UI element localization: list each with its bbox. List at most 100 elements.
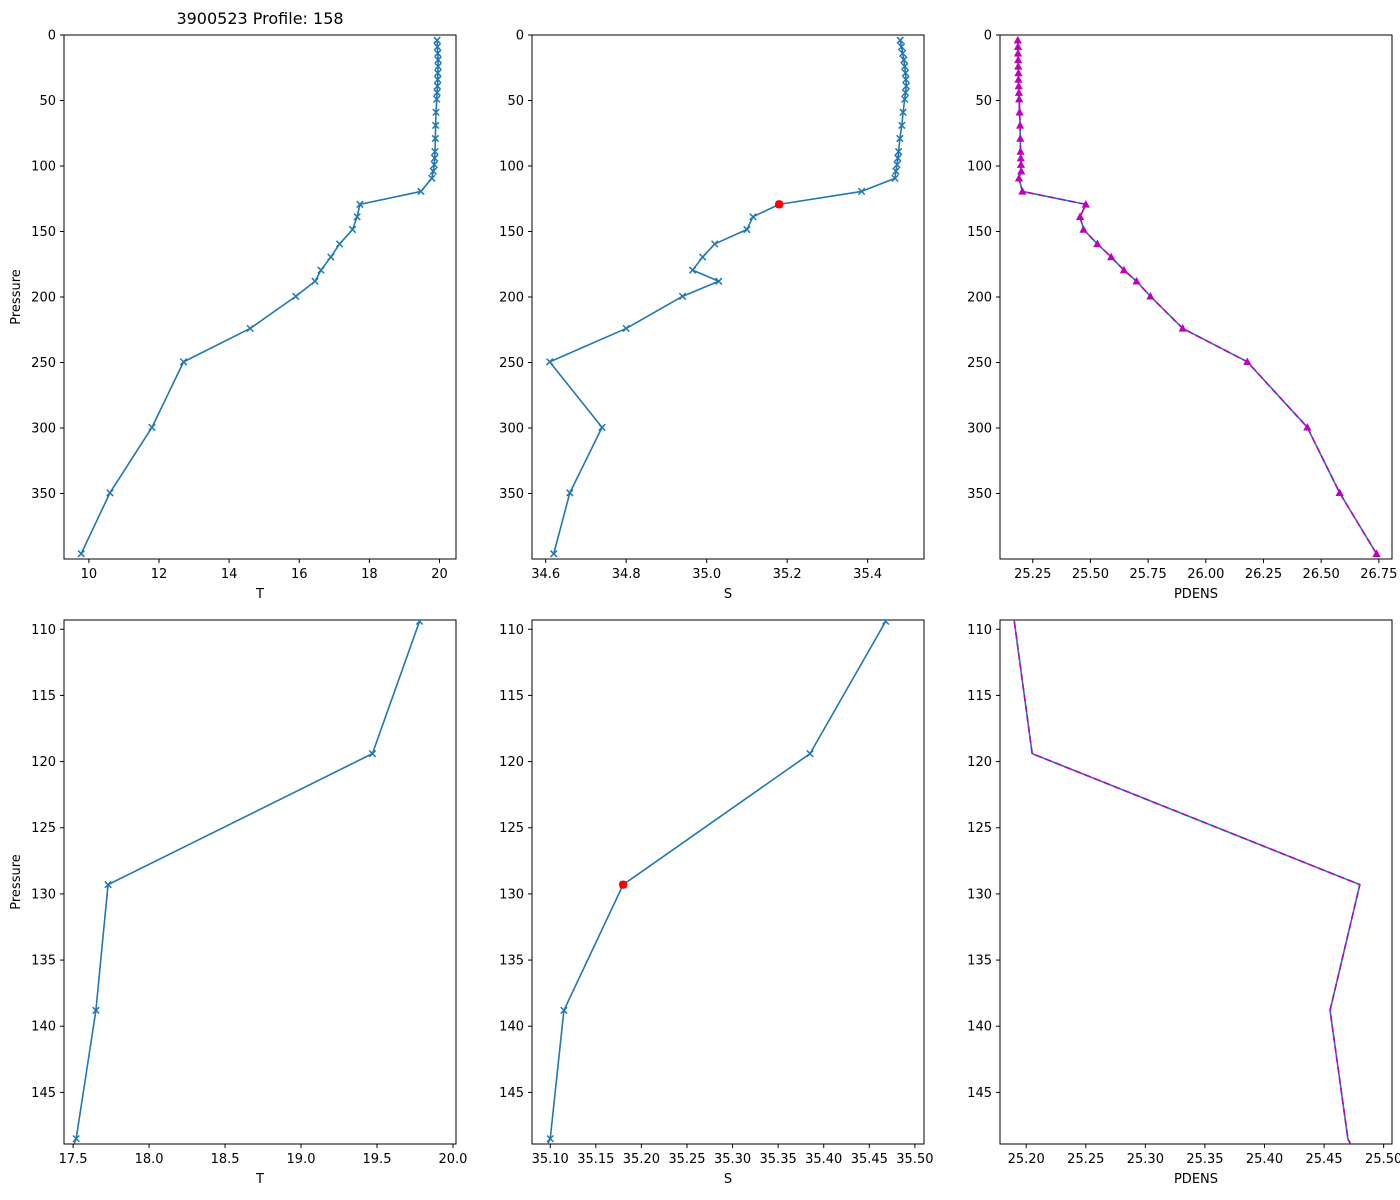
x-marker (545, 358, 554, 366)
triangle-marker (1013, 48, 1023, 57)
svg-text:150: 150 (31, 225, 56, 240)
x-marker (749, 213, 757, 221)
svg-text:200: 200 (499, 291, 524, 306)
triangle-marker (1335, 488, 1344, 497)
panel-S-full: 34.6 34.8 35.0 35.2 35.4 0 50 100 150 200 250 300 35… (499, 29, 925, 602)
svg-text:35.35: 35.35 (760, 1152, 797, 1167)
x-tick-labels: 34.6 34.8 35.0 35.2 35.4 (531, 559, 882, 582)
x-marker (104, 880, 112, 889)
plot-area-S-full (545, 36, 911, 558)
x-axis-label: S (724, 1172, 732, 1187)
svg-text:20: 20 (431, 567, 448, 582)
x-marker (896, 36, 904, 44)
x-marker (106, 489, 114, 497)
svg-text:35.50: 35.50 (896, 1152, 933, 1167)
svg-text:19.0: 19.0 (287, 1152, 316, 1167)
svg-text:35.4: 35.4 (853, 567, 882, 582)
triangle-marker (1132, 276, 1141, 285)
x-marker (92, 1006, 100, 1015)
svg-text:35.25: 35.25 (668, 1152, 705, 1167)
y-tick-labels: 110 115 120 125 130 135 140 145 (31, 623, 64, 1101)
svg-text:130: 130 (499, 887, 524, 902)
svg-text:125: 125 (31, 821, 56, 836)
x-marker (415, 620, 424, 626)
y-axis-label: Pressure (9, 269, 24, 325)
series-T (73, 620, 421, 1144)
x-marker (72, 1134, 80, 1143)
x-marker (427, 481, 433, 487)
svg-text:135: 135 (967, 954, 992, 969)
panel-T-zoom: 17.5 18.0 18.5 19.0 19.5 20.01101151201251301… (9, 348, 467, 1187)
triangle-marker (1178, 324, 1187, 332)
x-marker (430, 348, 436, 354)
x-marker (896, 134, 904, 143)
svg-text:110: 110 (499, 623, 524, 638)
triangle-marker (1014, 81, 1023, 90)
svg-text:26.50: 26.50 (1303, 567, 1340, 582)
svg-text:50: 50 (975, 94, 992, 109)
svg-text:140: 140 (31, 1020, 56, 1035)
svg-text:25.75: 25.75 (1130, 567, 1167, 582)
y-tick-labels: 0 50 100 150 200 250 300 350 (31, 29, 64, 502)
x-marker (430, 154, 439, 162)
svg-text:300: 300 (967, 422, 992, 437)
x-marker (900, 62, 909, 71)
svg-text:140: 140 (967, 1020, 992, 1035)
svg-text:115: 115 (31, 689, 56, 704)
x-marker (311, 277, 319, 286)
triangle-marker (1303, 422, 1312, 431)
svg-text:25.50: 25.50 (1365, 1152, 1400, 1167)
x-marker (356, 200, 364, 209)
svg-text:115: 115 (499, 689, 524, 704)
svg-text:20.0: 20.0 (438, 1152, 467, 1167)
svg-text:35.2: 35.2 (773, 567, 802, 582)
x-marker (898, 49, 907, 58)
svg-text:300: 300 (31, 422, 56, 437)
x-marker (715, 277, 723, 286)
x-marker (434, 62, 442, 71)
x-marker (902, 75, 910, 84)
svg-text:250: 250 (967, 356, 992, 371)
svg-text:110: 110 (967, 623, 992, 638)
x-marker (431, 121, 440, 130)
svg-text:25.45: 25.45 (1305, 1152, 1342, 1167)
svg-text:120: 120 (31, 755, 56, 770)
series-S (548, 40, 908, 554)
svg-text:130: 130 (31, 887, 56, 902)
triangle-marker (1014, 55, 1023, 64)
svg-text:35.30: 35.30 (714, 1152, 751, 1167)
x-marker (546, 1134, 554, 1143)
x-tick-labels: 25.25 25.50 25.75 26.00 26.25 26.50 26.75 (1014, 559, 1397, 582)
series-PDENS-overlay (1016, 40, 1378, 555)
svg-text:150: 150 (499, 225, 524, 240)
x-marker (428, 414, 434, 420)
svg-text:25.35: 25.35 (1186, 1152, 1223, 1167)
x-marker (899, 108, 907, 117)
panel-S-zoom: 35.10 35.15 35.20 35.25 35.30 35.35 35.40 35.45… (499, 547, 933, 1187)
x-marker (688, 266, 697, 274)
x-marker (566, 489, 574, 497)
svg-text:100: 100 (967, 160, 992, 175)
svg-text:0: 0 (48, 29, 56, 44)
x-marker (432, 108, 440, 117)
svg-text:25.30: 25.30 (1127, 1152, 1164, 1167)
panel-PDENS-full: 25.25 25.50 25.75 26.00 26.25 26.50 26.75 0 50 10… (967, 29, 1397, 603)
svg-text:35.0: 35.0 (692, 567, 721, 582)
svg-text:34.6: 34.6 (531, 567, 560, 582)
x-marker (901, 88, 910, 97)
x-marker (894, 154, 902, 162)
triangle-marker (1372, 549, 1381, 557)
flagged-sample-point (774, 200, 784, 209)
x-marker (894, 147, 903, 156)
x-marker (884, 547, 890, 553)
triangle-marker (1014, 88, 1024, 96)
svg-text:130: 130 (967, 887, 992, 902)
axes-frame (999, 619, 1393, 1145)
x-marker (434, 49, 442, 58)
x-marker (698, 253, 707, 261)
svg-text:0: 0 (984, 29, 992, 44)
svg-text:25.20: 25.20 (1008, 1152, 1045, 1167)
flagged-sample-point (618, 880, 628, 889)
axes-frame (531, 619, 925, 1145)
x-marker (806, 749, 814, 758)
